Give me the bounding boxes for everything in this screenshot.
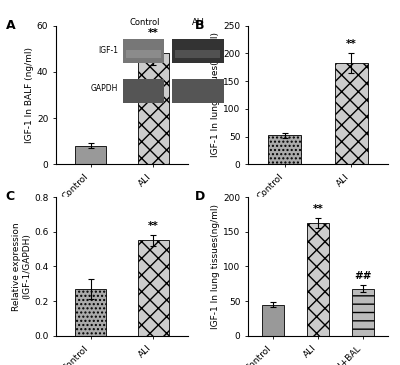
Bar: [75, 146, 106, 164]
Bar: [123, 39, 164, 63]
Text: GAPDH: GAPDH: [90, 84, 118, 93]
Text: A: A: [6, 19, 16, 32]
Text: D: D: [195, 190, 205, 203]
Bar: [335, 63, 368, 164]
Text: **: **: [346, 39, 357, 49]
Bar: [262, 304, 284, 336]
Text: C: C: [6, 190, 15, 203]
Y-axis label: IGF-1 In lung tissues(ng/ml): IGF-1 In lung tissues(ng/ml): [211, 204, 220, 329]
Text: **: **: [148, 28, 159, 38]
Y-axis label: Relative expression
(IGF-1/GAPDH): Relative expression (IGF-1/GAPDH): [12, 222, 31, 311]
Text: **: **: [148, 221, 159, 231]
Text: **: **: [313, 204, 323, 214]
Text: IGF-1: IGF-1: [98, 46, 118, 55]
Text: Control: Control: [130, 18, 160, 27]
Bar: [75, 289, 106, 336]
Bar: [126, 50, 161, 58]
Bar: [138, 53, 169, 164]
Text: ALI: ALI: [192, 18, 205, 27]
Bar: [268, 135, 301, 164]
Bar: [172, 79, 224, 103]
Y-axis label: IGF-1 In BALF (ng/ml): IGF-1 In BALF (ng/ml): [25, 47, 34, 143]
Bar: [172, 39, 224, 63]
Bar: [307, 223, 329, 336]
Text: B: B: [195, 19, 204, 32]
Bar: [175, 50, 220, 58]
Bar: [352, 289, 374, 336]
Text: ##: ##: [354, 271, 372, 281]
Y-axis label: IGF-1 In lung tissues(ng/ml): IGF-1 In lung tissues(ng/ml): [211, 32, 220, 157]
Bar: [138, 241, 169, 336]
Bar: [123, 79, 164, 103]
